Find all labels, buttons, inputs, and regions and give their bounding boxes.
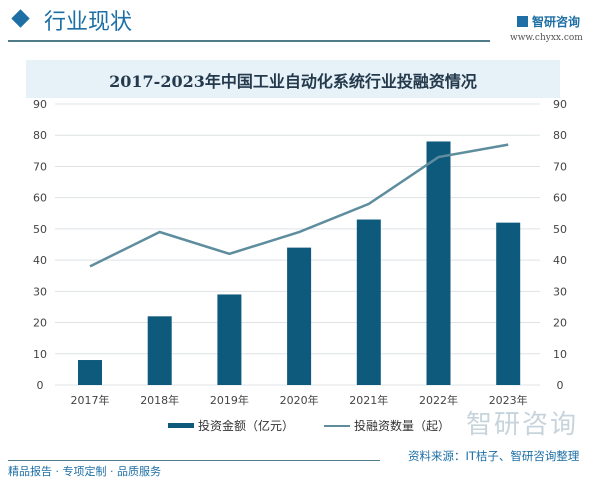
y-tick-label: 30 [33, 285, 47, 298]
y2-tick-label: 40 [553, 254, 567, 267]
y-tick-label: 80 [33, 129, 47, 142]
y2-tick-label: 20 [553, 317, 567, 330]
x-tick-label: 2017年 [71, 393, 110, 407]
chart-title-band: 2017-2023年中国工业自动化系统行业投融资情况 [26, 60, 560, 98]
y2-tick-label: 70 [553, 160, 567, 173]
y2-tick-label: 50 [553, 223, 567, 236]
header-divider [8, 40, 490, 42]
y-tick-label: 20 [33, 317, 47, 330]
x-tick-label: 2023年 [489, 393, 528, 407]
source-note: 资料来源：IT桔子、智研咨询整理 [408, 449, 580, 463]
bar [287, 247, 312, 385]
x-tick-label: 2019年 [210, 393, 249, 407]
y2-tick-label: 30 [553, 285, 567, 298]
brand-name: 智研咨询 [532, 15, 581, 29]
legend-label: 投融资数量（起） [354, 419, 451, 433]
legend-item-line: 投融资数量（起） [324, 417, 450, 434]
legend-label: 投资金额（亿元） [198, 419, 295, 433]
y2-tick-label: 60 [553, 192, 567, 205]
brand-icon [517, 16, 528, 27]
footer-slogan: 精品报告 · 专项定制 · 品质服务 [8, 465, 161, 478]
x-tick-label: 2018年 [140, 393, 179, 407]
section-title: 行业现状 [44, 10, 133, 35]
x-tick-label: 2021年 [349, 393, 388, 407]
y2-tick-label: 90 [553, 98, 567, 111]
y-tick-label: 60 [33, 192, 47, 205]
bar [147, 316, 172, 385]
y-tick-label: 40 [33, 254, 47, 267]
chart-title: 2017-2023年中国工业自动化系统行业投融资情况 [109, 72, 477, 91]
brand-logo: 智研咨询 [517, 13, 580, 30]
legend-swatch-line [324, 424, 351, 427]
y-tick-label: 50 [33, 223, 47, 236]
y-tick-label: 90 [33, 98, 47, 111]
footer-divider [8, 460, 380, 461]
y-tick-label: 0 [37, 379, 44, 392]
y2-tick-label: 10 [553, 348, 567, 361]
y2-tick-label: 0 [557, 379, 564, 392]
bar [496, 222, 521, 385]
legend: 投资金额（亿元） 投融资数量（起） [168, 417, 450, 434]
x-tick-label: 2022年 [419, 393, 458, 407]
y2-tick-label: 80 [553, 129, 567, 142]
bar [78, 360, 102, 385]
x-tick-label: 2020年 [280, 393, 319, 407]
legend-swatch-bar [168, 423, 194, 428]
bar [356, 219, 381, 385]
brand-url: www.chyxx.com [510, 33, 583, 43]
bar [217, 294, 242, 385]
watermark: 智研咨询 [466, 410, 579, 440]
bar [426, 141, 451, 385]
y-tick-label: 70 [33, 160, 47, 173]
legend-item-bar: 投资金额（亿元） [168, 417, 294, 434]
y-tick-label: 10 [33, 348, 47, 361]
